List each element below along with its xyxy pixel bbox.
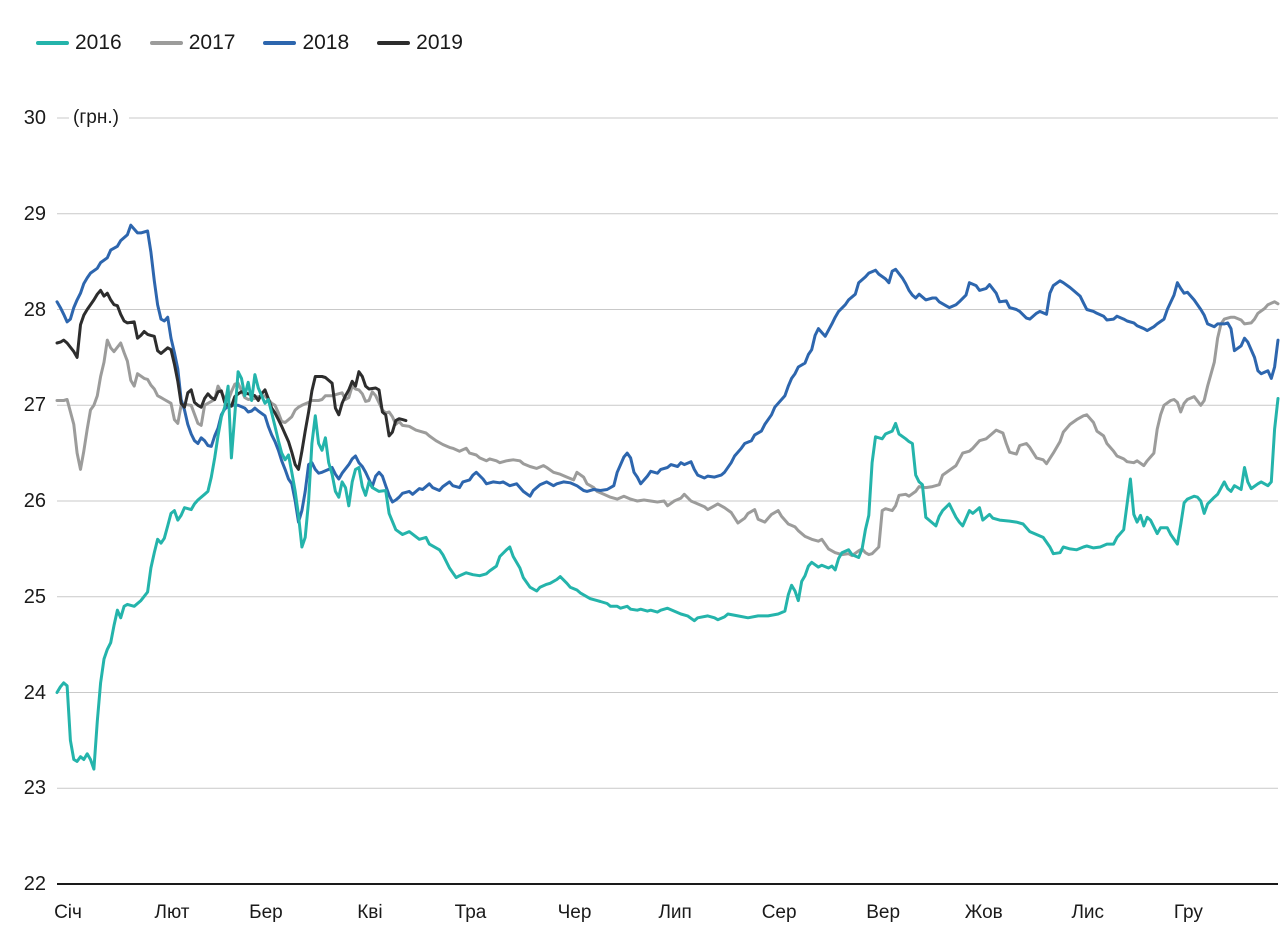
- legend-item-2018: 2018: [263, 31, 349, 55]
- x-tick-label-9: Вер: [866, 902, 901, 923]
- y-tick-label-28: 28: [23, 298, 46, 321]
- y-tick-label-23: 23: [23, 777, 46, 800]
- legend-line-swatch-2018: [263, 41, 297, 45]
- x-tick-label-12: Гру: [1173, 902, 1203, 923]
- legend-line-swatch-2019: [377, 41, 411, 45]
- y-tick-label-24: 24: [23, 681, 46, 704]
- x-tick-label-11: Лис: [1071, 902, 1105, 923]
- y-tick-label-29: 29: [23, 202, 46, 225]
- chart-legend: 2016 2017 2018 2019: [36, 31, 463, 55]
- x-tick-label-3: Бер: [249, 902, 283, 923]
- y-tick-label-30: 30: [23, 107, 46, 129]
- legend-label-2018: 2018: [302, 31, 350, 54]
- series-line-2018: [55, 223, 1280, 524]
- y-tick-label-22: 22: [23, 873, 46, 895]
- y-tick-label-27: 27: [23, 394, 46, 417]
- x-tick-label-10: Жов: [964, 902, 1003, 923]
- legend-label-2016: 2016: [75, 31, 122, 54]
- x-tick-label-6: Чер: [557, 902, 592, 923]
- legend-label-2017: 2017: [188, 31, 236, 54]
- y-tick-label-26: 26: [23, 490, 46, 512]
- legend-label-2019: 2019: [416, 31, 463, 54]
- legend-item-2016: 2016: [36, 31, 122, 55]
- legend-line-swatch-2017: [149, 41, 183, 45]
- legend-item-2019: 2019: [377, 31, 463, 55]
- legend-line-swatch-2016: [36, 41, 69, 45]
- legend-item-2017: 2017: [149, 31, 236, 55]
- x-tick-label-8: Сер: [761, 902, 797, 923]
- x-tick-label-7: Лип: [658, 902, 692, 923]
- x-tick-label-5: Тра: [454, 902, 487, 923]
- y-tick-label-25: 25: [23, 585, 46, 608]
- series-line-2017: [55, 300, 1280, 558]
- series-line-2016: [55, 370, 1280, 771]
- x-tick-label-2: Лют: [154, 902, 190, 923]
- y-axis-unit-label: (грн.): [69, 105, 129, 131]
- x-tick-label-1: Січ: [54, 902, 82, 923]
- x-tick-label-4: Кві: [357, 902, 383, 923]
